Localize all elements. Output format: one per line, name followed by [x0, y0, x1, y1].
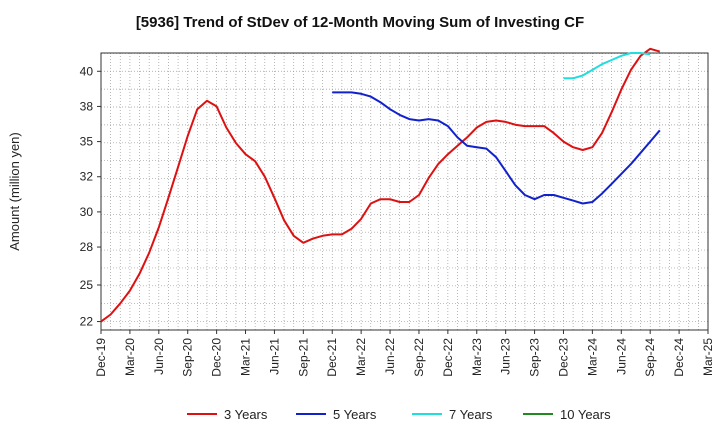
- x-tick-label: Mar-23: [470, 338, 484, 376]
- x-tick-label: Dec-23: [556, 338, 570, 377]
- series-line-2: [332, 91, 661, 205]
- y-tick-label: 22: [80, 315, 94, 329]
- x-tick-label: Sep-23: [528, 338, 542, 377]
- x-tick-label: Dec-21: [325, 338, 339, 377]
- y-tick-label: 32: [80, 170, 94, 184]
- y-axis-label: Amount (million yen): [7, 132, 22, 251]
- plot-frame: [100, 52, 709, 331]
- series-line-3: [563, 52, 651, 80]
- y-tick-label: 30: [80, 205, 94, 219]
- y-tick-label: 35: [80, 135, 94, 149]
- chart-title: [5936] Trend of StDev of 12-Month Moving…: [135, 14, 585, 31]
- y-tick-label: 40: [80, 64, 94, 78]
- x-tick-label: Dec-19: [94, 338, 108, 377]
- x-tick-label: Mar-24: [585, 338, 599, 376]
- x-tick-label: Jun-20: [152, 338, 166, 375]
- x-tick-label: Dec-22: [441, 338, 455, 377]
- x-tick-label: Dec-24: [672, 338, 686, 377]
- series-line-1: [100, 47, 661, 323]
- plot-area: [101, 53, 708, 330]
- x-tick-label: Jun-22: [383, 338, 397, 375]
- x-tick-label: Mar-25: [701, 338, 715, 376]
- x-tick-label: Dec-20: [210, 338, 224, 377]
- legend-label-1: 3 Years: [224, 407, 268, 422]
- x-tick-label: Jun-21: [267, 338, 281, 375]
- x-tick-label: Jun-24: [614, 338, 628, 375]
- y-tick-label: 25: [80, 278, 94, 292]
- y-tick-label: 38: [80, 99, 94, 113]
- x-tick-label: Mar-20: [123, 338, 137, 376]
- y-tick-label: 28: [80, 240, 94, 254]
- x-tick-label: Jun-23: [499, 338, 513, 375]
- x-tick-label: Mar-21: [239, 338, 253, 376]
- legend-label-3: 7 Years: [449, 407, 493, 422]
- x-tick-label: Sep-20: [181, 338, 195, 377]
- x-tick-label: Sep-22: [412, 338, 426, 377]
- x-tick-label: Mar-22: [354, 338, 368, 376]
- legend-label-2: 5 Years: [333, 407, 377, 422]
- x-tick-label: Sep-21: [296, 338, 310, 377]
- legend-label-4: 10 Years: [560, 407, 611, 422]
- x-tick-label: Sep-24: [643, 338, 657, 377]
